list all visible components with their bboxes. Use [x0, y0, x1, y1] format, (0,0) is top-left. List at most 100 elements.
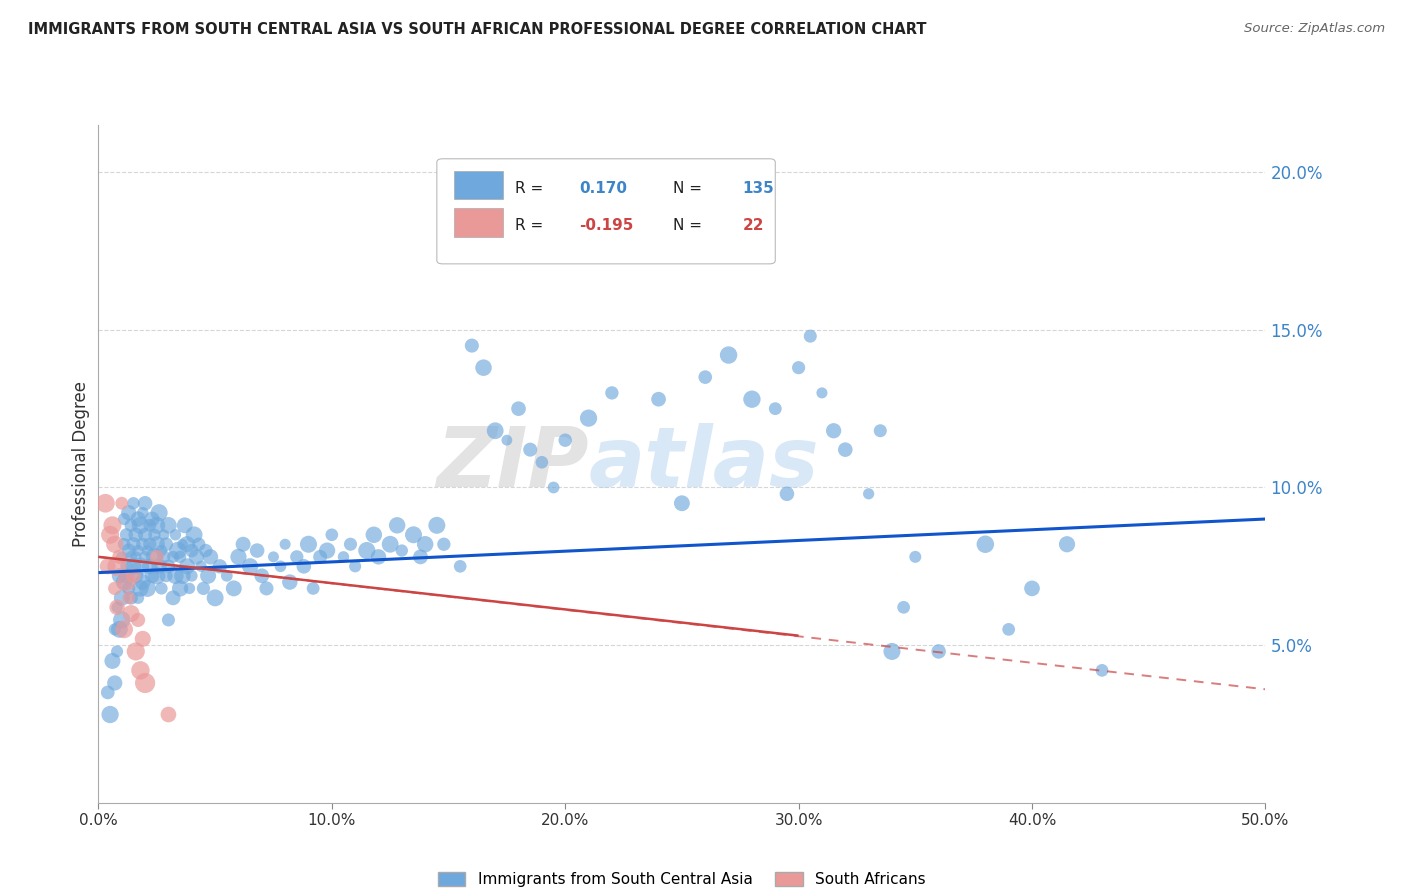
- Point: [157, 613, 180, 627]
- Point: [409, 549, 432, 564]
- Point: [125, 568, 148, 582]
- Point: [111, 549, 134, 564]
- Point: [127, 512, 149, 526]
- Text: ZIP: ZIP: [436, 424, 589, 504]
- Point: [378, 537, 402, 551]
- Point: [166, 543, 188, 558]
- Point: [367, 549, 389, 564]
- Point: [157, 559, 180, 574]
- Point: [148, 506, 170, 520]
- Point: [134, 676, 156, 690]
- Text: atlas: atlas: [589, 424, 820, 504]
- Point: [647, 392, 669, 407]
- Text: 135: 135: [742, 181, 775, 196]
- Point: [104, 537, 127, 551]
- Point: [152, 528, 174, 542]
- Point: [869, 424, 891, 438]
- Point: [519, 442, 541, 457]
- Point: [180, 543, 202, 558]
- Point: [129, 518, 152, 533]
- Point: [811, 385, 834, 400]
- Point: [578, 411, 600, 425]
- Point: [339, 537, 361, 551]
- Point: [162, 549, 184, 564]
- Point: [169, 582, 191, 596]
- Point: [426, 518, 449, 533]
- Point: [118, 582, 141, 596]
- Point: [292, 559, 315, 574]
- Point: [134, 528, 156, 542]
- Point: [101, 518, 124, 533]
- Point: [157, 707, 180, 722]
- Point: [671, 496, 693, 510]
- Point: [194, 543, 217, 558]
- Point: [530, 455, 553, 469]
- Point: [125, 549, 148, 564]
- Point: [97, 559, 120, 574]
- Point: [112, 537, 135, 551]
- Point: [115, 528, 138, 542]
- Point: [180, 568, 202, 582]
- Point: [172, 568, 194, 582]
- Point: [155, 537, 177, 551]
- Point: [122, 537, 145, 551]
- Point: [98, 528, 121, 542]
- Point: [146, 549, 169, 564]
- Point: [204, 591, 226, 605]
- Point: [208, 559, 231, 574]
- Point: [256, 582, 278, 596]
- Point: [1021, 582, 1043, 596]
- Point: [112, 512, 135, 526]
- Point: [127, 591, 149, 605]
- Point: [111, 496, 134, 510]
- Point: [118, 591, 141, 605]
- Point: [363, 528, 385, 542]
- Point: [484, 424, 506, 438]
- Point: [321, 528, 343, 542]
- Y-axis label: Professional Degree: Professional Degree: [72, 381, 90, 547]
- Point: [150, 582, 173, 596]
- Point: [165, 568, 187, 582]
- Point: [600, 385, 623, 400]
- Text: 22: 22: [742, 218, 763, 233]
- Point: [554, 433, 576, 447]
- Text: R =: R =: [515, 218, 548, 233]
- Point: [997, 623, 1019, 637]
- Point: [157, 518, 180, 533]
- Point: [97, 685, 120, 699]
- Point: [105, 559, 128, 574]
- Point: [115, 559, 138, 574]
- Point: [332, 549, 354, 564]
- Point: [413, 537, 436, 551]
- Point: [472, 360, 495, 375]
- Point: [285, 549, 308, 564]
- Point: [232, 537, 254, 551]
- Point: [108, 549, 131, 564]
- Point: [129, 559, 152, 574]
- Point: [172, 537, 194, 551]
- Point: [297, 537, 319, 551]
- Point: [823, 424, 845, 438]
- Point: [461, 338, 484, 352]
- Point: [108, 623, 131, 637]
- FancyBboxPatch shape: [454, 208, 503, 236]
- Point: [122, 496, 145, 510]
- Text: N =: N =: [672, 218, 706, 233]
- Point: [495, 433, 517, 447]
- Point: [262, 549, 284, 564]
- Point: [105, 644, 128, 658]
- Point: [344, 559, 367, 574]
- Point: [186, 549, 208, 564]
- Point: [104, 582, 127, 596]
- Point: [834, 442, 856, 457]
- Point: [228, 549, 250, 564]
- Point: [120, 518, 142, 533]
- Point: [433, 537, 456, 551]
- Point: [129, 664, 152, 678]
- Point: [146, 518, 169, 533]
- Point: [787, 360, 810, 375]
- Text: IMMIGRANTS FROM SOUTH CENTRAL ASIA VS SOUTH AFRICAN PROFESSIONAL DEGREE CORRELAT: IMMIGRANTS FROM SOUTH CENTRAL ASIA VS SO…: [28, 22, 927, 37]
- Point: [132, 632, 155, 646]
- FancyBboxPatch shape: [454, 171, 503, 200]
- Point: [302, 582, 325, 596]
